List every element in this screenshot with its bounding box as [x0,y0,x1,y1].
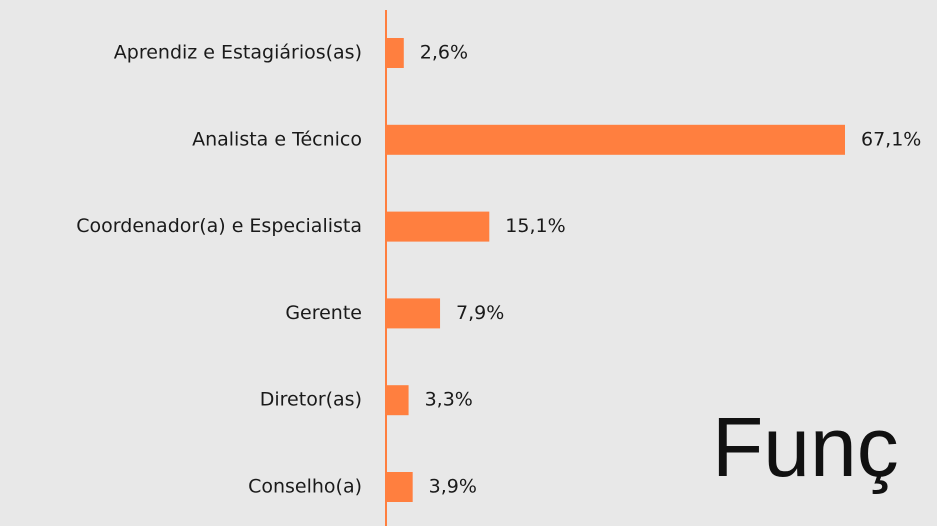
bar [386,385,409,416]
category-label: Diretor(as) [260,389,362,411]
bar [386,298,441,329]
bar [386,472,413,502]
value-label: 2,6% [420,42,468,64]
bar [386,38,404,68]
category-label: Analista e Técnico [192,128,362,150]
category-label: Coordenador(a) e Especialista [76,215,362,237]
value-label: 7,9% [456,302,504,324]
value-label: 3,3% [425,389,473,411]
value-label: 3,9% [429,476,477,498]
value-label: 67,1% [861,128,921,150]
annotation: Funç [712,400,899,494]
category-label: Conselho(a) [248,476,362,498]
category-label: Aprendiz e Estagiários(as) [114,42,362,64]
bar [386,211,490,242]
value-label: 15,1% [505,215,565,237]
category-label: Gerente [285,302,362,324]
bar [386,124,845,155]
